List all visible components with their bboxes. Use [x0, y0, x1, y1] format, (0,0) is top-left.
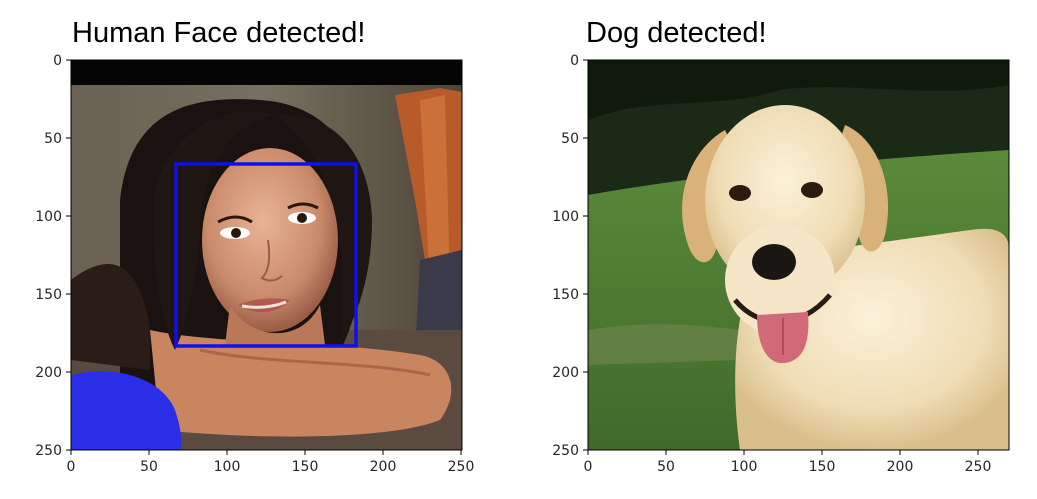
face-y-tick: 0: [53, 53, 62, 69]
dog-y-tick: 250: [552, 443, 579, 459]
dog-x-tick: 150: [809, 459, 836, 475]
face-y-tick: 150: [35, 287, 62, 303]
dog-x-tick: 50: [657, 459, 675, 475]
dog-y-axis: 0 50 100 150 200 250: [552, 53, 588, 459]
face-y-tick: 250: [35, 443, 62, 459]
face-y-tick: 50: [44, 131, 62, 147]
face-panel-title: Human Face detected!: [72, 17, 366, 49]
dog-y-tick: 100: [552, 209, 579, 225]
dog-x-tick: 0: [584, 459, 593, 475]
face-x-tick: 100: [214, 459, 241, 475]
face-y-axis: 0 50 100 150 200 250: [35, 53, 71, 459]
dog-y-tick: 0: [570, 53, 579, 69]
dog-panel-title: Dog detected!: [586, 17, 767, 49]
face-image: [71, 60, 462, 450]
dog-y-tick: 150: [552, 287, 579, 303]
dog-x-tick: 200: [887, 459, 914, 475]
dog-axes-frame: [587, 59, 1010, 451]
dog-x-tick: 250: [965, 459, 992, 475]
dog-y-tick: 50: [561, 131, 579, 147]
face-x-tick: 50: [140, 459, 158, 475]
face-axes-frame: [70, 59, 463, 451]
dog-x-tick: 100: [731, 459, 758, 475]
face-x-tick: 0: [67, 459, 76, 475]
face-y-tick: 100: [35, 209, 62, 225]
dog-y-tick: 200: [552, 365, 579, 381]
face-x-tick: 250: [448, 459, 475, 475]
face-x-tick: 150: [292, 459, 319, 475]
face-y-tick: 200: [35, 365, 62, 381]
dog-image: [588, 60, 1009, 450]
face-x-tick: 200: [370, 459, 397, 475]
dog-x-axis: 0 50 100 150 200 250: [584, 450, 992, 475]
face-detection-box: [174, 162, 358, 348]
face-x-axis: 0 50 100 150 200 250: [67, 450, 475, 475]
